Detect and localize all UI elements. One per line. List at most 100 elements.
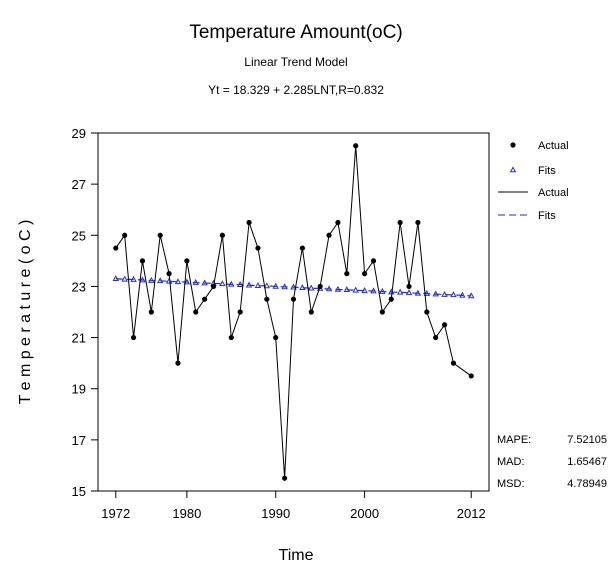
actual-point [317,283,323,290]
actual-point [308,309,314,315]
chart-title: Temperature Amount(oC) [189,22,402,43]
actual-point [273,334,279,341]
actual-point [157,232,163,238]
x-tick-label: 2000 [350,506,379,521]
fits-point [370,287,377,294]
actual-point [255,245,261,251]
legend-fits-marker [509,166,517,173]
x-tick-label: 1990 [261,506,290,521]
fits-point [228,280,235,287]
actual-point [344,271,350,277]
accuracy-value: 7.52105 [567,434,607,446]
fits-point [334,285,342,292]
actual-point [361,271,368,277]
series-layer [112,143,475,481]
actual-point [193,309,199,315]
actual-point [246,219,252,226]
actual-point [175,360,181,366]
actual-point [353,143,359,149]
actual-point [122,232,128,238]
legend-label: Fits [538,165,556,177]
fits-point [139,276,146,283]
actual-point [113,245,119,251]
actual-point [370,258,377,264]
fits-point [254,282,262,288]
actual-point [388,296,394,302]
chart-equation: Yt = 18.329 + 2.285LNT,R=0.832 [208,83,384,97]
y-tick-label: 23 [72,279,86,294]
actual-point [290,296,297,302]
fits-point [281,283,288,290]
fits-point [112,275,120,282]
actual-point [139,258,146,264]
fits-point [148,276,155,283]
actual-point [264,296,270,302]
actual-point [424,309,430,315]
y-tick-label: 27 [72,177,86,192]
fits-point [343,286,351,293]
legend-label: Actual [538,187,569,199]
fits-point [121,275,128,282]
actual-point [441,322,448,328]
fits-point [450,291,457,298]
fits-point [290,283,297,290]
actual-point [299,245,305,251]
fits-point [396,288,404,295]
fits-point [245,281,253,288]
y-tick-label: 15 [72,484,86,499]
actual-point [219,232,226,238]
actual-point [468,373,474,379]
actual-point [210,283,217,290]
actual-point [335,219,341,226]
accuracy-value: 1.65467 [567,456,607,468]
x-tick-label: 2012 [457,506,486,521]
accuracy-label: MAD: [497,456,525,468]
x-tick-label: 1980 [172,506,201,521]
actual-point [166,271,172,277]
fits-point [379,287,386,294]
fits-point [263,282,271,289]
chart-subtitle: Linear Trend Model [244,55,347,69]
fits-point [361,287,368,294]
accuracy-value: 4.78949 [567,478,607,490]
actual-point [406,283,412,290]
x-axis-title: Time [279,547,314,564]
fits-point [423,289,431,296]
fits-point [432,290,439,297]
fits-point [236,280,244,287]
y-axis: 15 17 19 21 23 25 27 29 [72,126,98,499]
fits-point [192,278,199,285]
y-axis-title: T e m p e r a t u r e ( o C ) [17,220,34,405]
fits-point [156,277,164,284]
fits-point [325,285,333,292]
actual-point [397,219,403,226]
fits-point [272,282,279,289]
fits-point [183,278,191,285]
fits-point [130,275,137,282]
accuracy-measures: MAPE: 7.52105 MAD: 1.65467 MSD: 4.78949 [497,434,607,490]
y-tick-label: 17 [72,433,86,448]
actual-point [379,309,385,315]
actual-point [326,232,332,238]
actual-point [130,334,137,341]
legend-label: Fits [538,210,556,222]
x-axis: 1972 1980 1990 2000 2012 [101,491,486,521]
fits-point [299,284,306,291]
fits-point [459,291,466,298]
actual-point [148,309,154,315]
actual-point [450,360,457,366]
fits-point [467,292,475,299]
fits-point [405,289,413,296]
legend: Actual Fits Actual Fits [498,140,569,222]
fits-point [414,289,422,296]
x-tick-label: 1972 [101,506,130,521]
fits-point [201,279,208,286]
fits-point [165,277,173,284]
y-tick-label: 29 [72,126,86,141]
actual-point [282,475,288,481]
y-tick-label: 21 [72,331,86,346]
actual-point [433,334,439,341]
plot-frame [97,132,490,492]
y-tick-label: 25 [72,228,86,243]
